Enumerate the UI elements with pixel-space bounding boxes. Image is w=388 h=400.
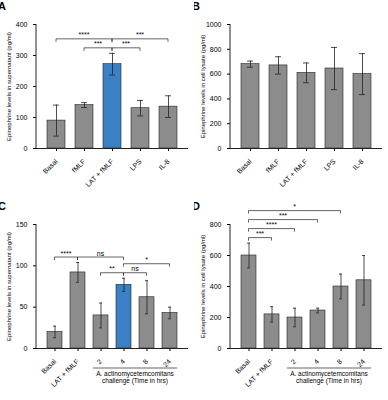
svg-text:ns: ns [97, 250, 105, 257]
svg-text:400: 400 [210, 95, 222, 102]
svg-text:LAT + fMLF: LAT + fMLF [278, 158, 308, 188]
svg-text:Epinephrine levels in supernat: Epinephrine levels in supernatant (pg/ml… [6, 232, 12, 341]
svg-text:1000: 1000 [206, 21, 222, 28]
svg-text:ns: ns [131, 265, 139, 272]
svg-text:***: *** [256, 230, 264, 237]
svg-text:challenge (Time in hrs): challenge (Time in hrs) [296, 377, 362, 385]
svg-text:0: 0 [24, 345, 28, 352]
svg-text:0: 0 [24, 145, 28, 152]
svg-text:200: 200 [210, 120, 222, 127]
svg-text:2: 2 [96, 358, 104, 366]
svg-text:600: 600 [210, 252, 222, 259]
svg-text:fMLF: fMLF [265, 158, 281, 174]
svg-text:800: 800 [210, 46, 222, 53]
svg-text:**: ** [109, 265, 115, 272]
svg-text:4: 4 [313, 358, 321, 366]
svg-text:200: 200 [210, 314, 222, 321]
svg-text:****: **** [79, 31, 90, 38]
svg-text:4: 4 [119, 358, 127, 366]
svg-text:B: B [194, 0, 200, 12]
svg-text:50: 50 [20, 303, 28, 310]
svg-text:24: 24 [162, 358, 173, 369]
svg-text:400: 400 [210, 283, 222, 290]
svg-text:300: 300 [16, 52, 28, 59]
svg-text:IL-8: IL-8 [157, 158, 171, 172]
svg-text:fMLF: fMLF [71, 158, 87, 174]
svg-text:Basal: Basal [40, 357, 58, 375]
svg-text:0: 0 [218, 145, 222, 152]
svg-text:***: *** [94, 40, 102, 47]
svg-text:LAT + fMLF: LAT + fMLF [244, 358, 274, 388]
svg-text:D: D [194, 200, 200, 212]
svg-text:600: 600 [210, 70, 222, 77]
svg-text:8: 8 [336, 358, 344, 366]
svg-text:Epinephrine levels in cell lys: Epinephrine levels in cell lysate (pg/ml… [200, 35, 206, 139]
svg-text:2: 2 [290, 358, 298, 366]
svg-text:Basal: Basal [41, 157, 59, 175]
svg-text:***: *** [122, 40, 130, 47]
svg-text:A. actinomycetemcomitans: A. actinomycetemcomitans [290, 370, 368, 377]
svg-text:*: * [145, 256, 148, 263]
svg-text:8: 8 [142, 358, 150, 366]
svg-text:****: **** [266, 221, 277, 228]
svg-text:A: A [0, 0, 6, 12]
svg-text:200: 200 [16, 83, 28, 90]
svg-text:***: *** [279, 212, 287, 219]
svg-text:800: 800 [210, 221, 222, 228]
svg-text:24: 24 [356, 358, 367, 369]
svg-text:IL-8: IL-8 [351, 158, 365, 172]
svg-text:A. actinomycetemcomitans: A. actinomycetemcomitans [96, 370, 174, 377]
svg-text:100: 100 [16, 262, 28, 269]
svg-text:LPS: LPS [322, 157, 337, 172]
svg-text:Epinephrine levels in supernat: Epinephrine levels in supernatant (pg/ml… [6, 32, 12, 141]
svg-text:150: 150 [16, 221, 28, 228]
svg-text:Basal: Basal [234, 357, 252, 375]
svg-text:*: * [293, 203, 296, 210]
svg-text:LAT + fMLF: LAT + fMLF [84, 158, 114, 188]
svg-text:Basal: Basal [235, 157, 253, 175]
svg-text:challenge (Time in hrs): challenge (Time in hrs) [102, 377, 168, 385]
svg-text:***: *** [136, 31, 144, 38]
svg-text:Epinephrine levels in cell lys: Epinephrine levels in cell lysate (pg/ml… [200, 235, 206, 339]
svg-text:****: **** [61, 250, 72, 257]
svg-text:C: C [0, 200, 6, 212]
svg-text:LPS: LPS [128, 157, 143, 172]
svg-text:LAT + fMLF: LAT + fMLF [50, 358, 80, 388]
svg-text:400: 400 [16, 21, 28, 28]
svg-text:0: 0 [218, 345, 222, 352]
svg-text:100: 100 [16, 114, 28, 121]
